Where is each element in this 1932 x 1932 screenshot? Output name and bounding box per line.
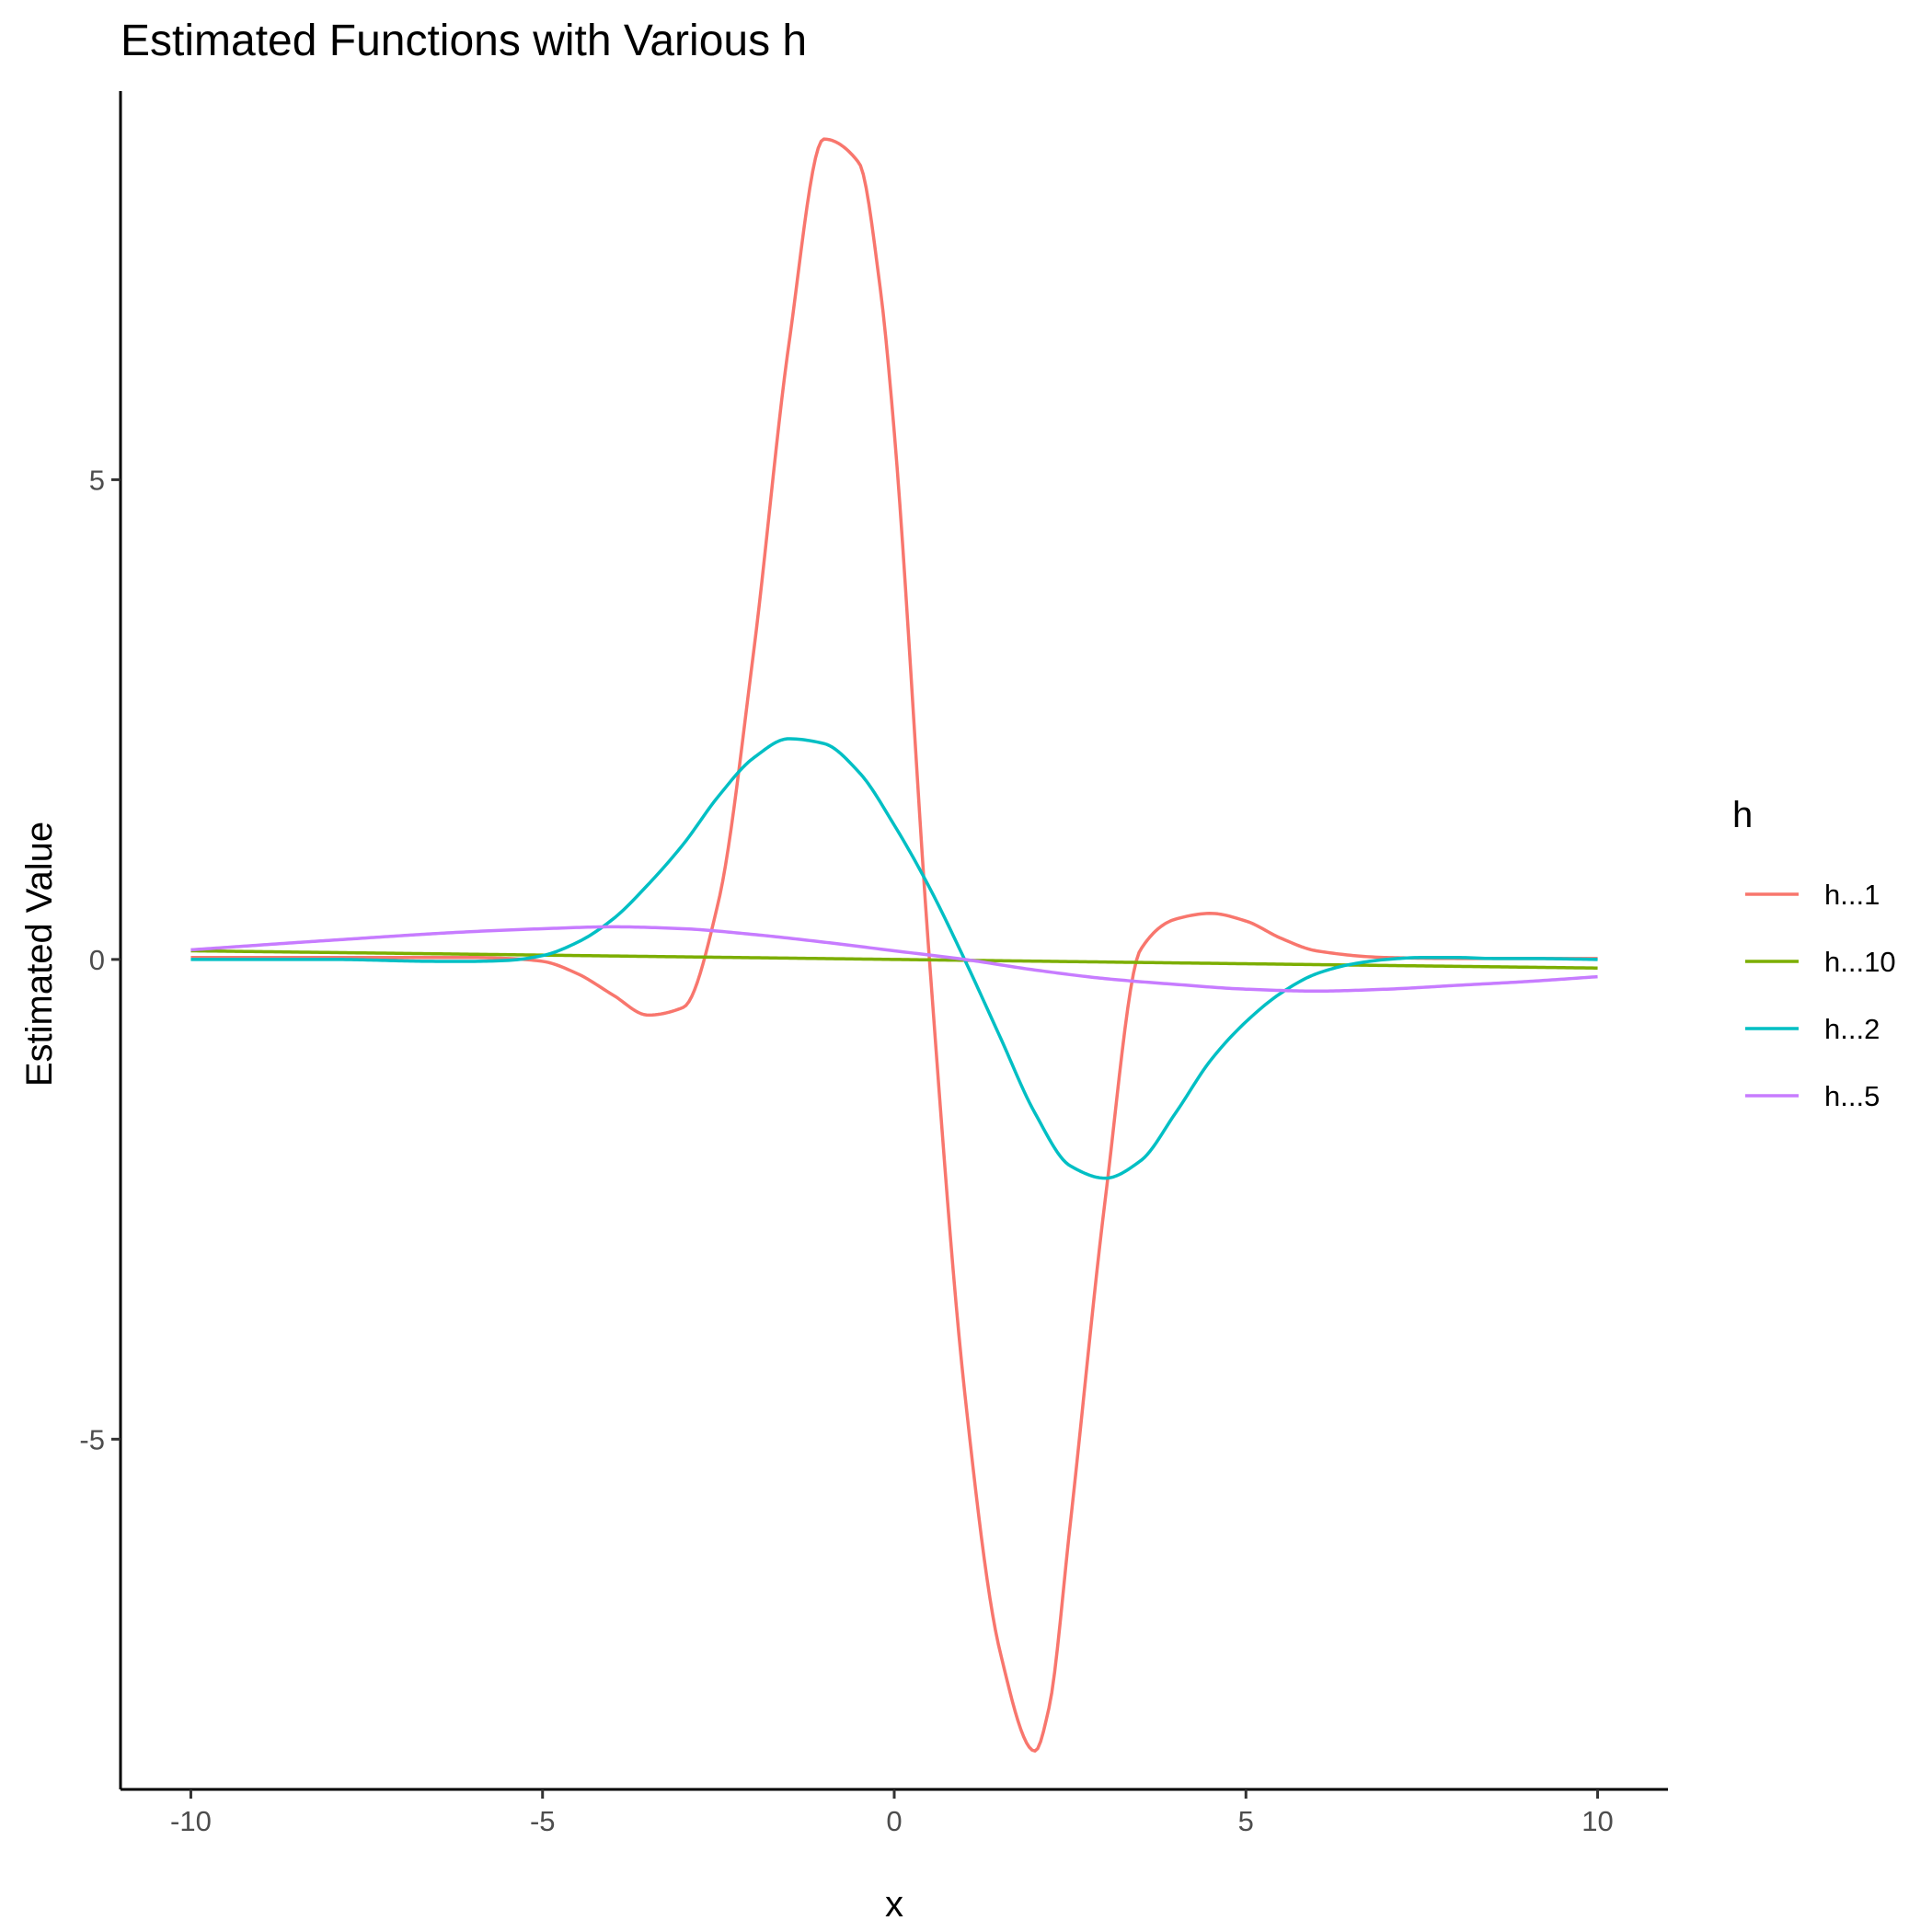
legend-label: h...2 [1824,1013,1880,1045]
series-line [190,137,1598,1754]
series-line [190,737,1598,1180]
series-line [190,949,1598,970]
x-axis-ticks: -10 -5 0 5 10 [170,1789,1614,1837]
series-line [190,925,1598,994]
y-tick-label: -5 [79,1423,105,1455]
x-tick-label: 0 [886,1805,902,1837]
y-axis-ticks: -5 0 5 [79,464,121,1455]
legend-items: h...1 h...10 h...2 h...5 [1745,879,1896,1112]
x-axis-title: x [885,1884,903,1925]
x-tick-label: -5 [530,1805,556,1837]
legend-title: h [1732,795,1753,835]
chart-title: Estimated Functions with Various h [121,17,807,65]
x-tick-label: -10 [170,1805,212,1837]
y-tick-label: 0 [89,944,105,976]
x-tick-label: 5 [1238,1805,1254,1837]
legend-label: h...10 [1824,946,1896,978]
legend-label: h...5 [1824,1080,1880,1112]
y-axis-title: Estimated Value [19,822,60,1087]
plot-area [190,137,1598,1754]
legend: h h...1 h...10 h...2 h...5 [1732,795,1896,1112]
legend-label: h...1 [1824,879,1880,911]
x-tick-label: 10 [1581,1805,1613,1837]
y-tick-label: 5 [89,464,105,496]
